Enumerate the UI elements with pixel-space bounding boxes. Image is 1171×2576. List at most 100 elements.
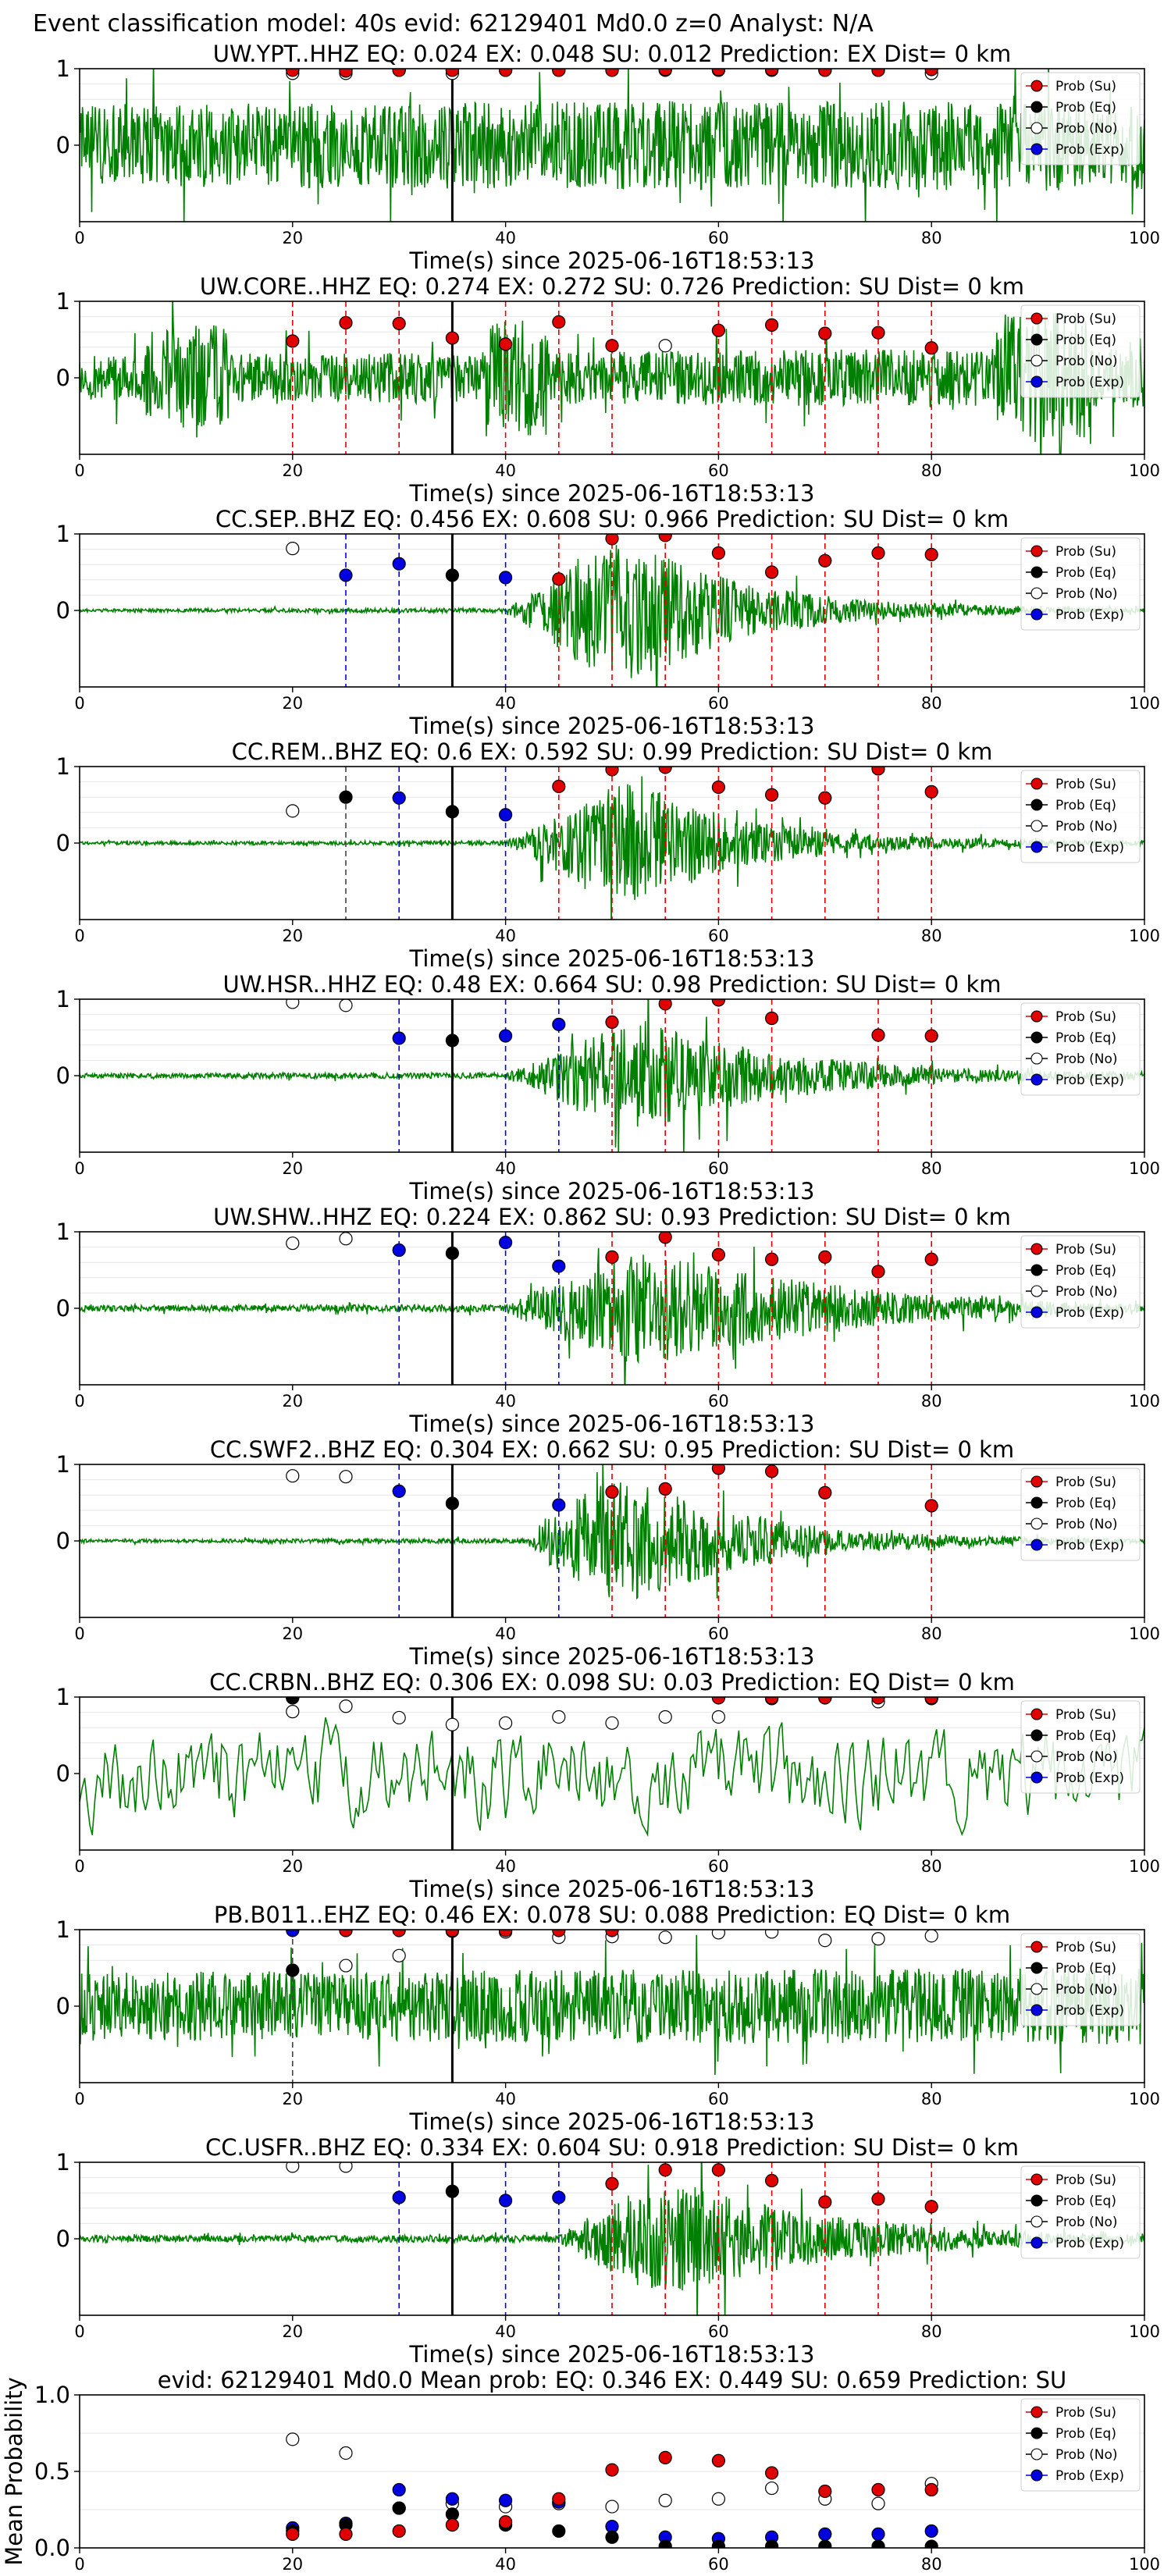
panel-9: PB.B011..EHZ EQ: 0.46 EX: 0.078 SU: 0.08…: [56, 1902, 1161, 2135]
prob-su-point: [818, 69, 832, 77]
legend-label: Prob (Su): [1055, 311, 1116, 327]
prob-su-point: [605, 339, 619, 353]
prob-su-point: [711, 69, 725, 76]
panel-7: CC.SWF2..BHZ EQ: 0.304 EX: 0.662 SU: 0.9…: [56, 1436, 1161, 1670]
legend-label: Prob (Exp): [1055, 2468, 1124, 2484]
prob-su-point: [924, 1252, 938, 1266]
x-tick-label: 20: [282, 694, 303, 713]
waveform-trace: [80, 301, 1144, 454]
prob-su-point: [924, 2482, 938, 2497]
legend-marker: [1030, 1771, 1043, 1784]
x-tick-label: 0: [74, 2322, 84, 2341]
x-axis-label: Time(s) since 2025-06-16T18:53:13: [409, 1876, 815, 1902]
legend-marker: [1030, 122, 1043, 134]
prob-su-point: [818, 2195, 832, 2209]
legend-box: [1020, 1235, 1141, 1329]
x-tick-label: 80: [921, 1159, 942, 1178]
legend: Prob (Su) Prob (Eq) Prob (No) Prob (Exp): [1020, 1002, 1141, 1096]
prob-exp-point: [339, 568, 353, 582]
y-tick-label: 0: [56, 1295, 70, 1322]
legend-label: Prob (Exp): [1055, 1305, 1124, 1321]
legend-label: Prob (Exp): [1055, 1073, 1124, 1088]
legend-marker: [1030, 2173, 1043, 2186]
prob-su-point: [658, 767, 672, 774]
legend-marker: [1030, 333, 1043, 346]
x-tick-label: 40: [495, 2322, 516, 2341]
legend-label: Prob (Eq): [1055, 798, 1116, 813]
legend-box: [1020, 537, 1141, 631]
prob-su-point: [658, 999, 672, 1011]
legend-marker: [1030, 2194, 1043, 2207]
x-tick-label: 40: [495, 2090, 516, 2108]
prob-no-point: [658, 2493, 672, 2507]
y-tick-label: 1: [56, 288, 70, 315]
prob-eq-point: [445, 1246, 460, 1261]
x-tick-label: 60: [708, 1392, 729, 1411]
panel-1: UW.YPT..HHZ EQ: 0.024 EX: 0.048 SU: 0.01…: [56, 41, 1161, 274]
prob-eq-point: [445, 805, 460, 819]
legend-box: [1020, 72, 1141, 165]
x-tick-label: 20: [282, 1159, 303, 1178]
x-tick-label: 20: [282, 229, 303, 247]
y-tick-label: 0: [56, 365, 70, 391]
prob-exp-point: [552, 1259, 566, 1273]
y-tick-label: 1: [56, 986, 70, 1012]
y-tick-label: 0: [56, 2226, 70, 2252]
prob-su-point: [711, 2453, 726, 2467]
legend-marker: [1030, 566, 1043, 578]
panel-11: evid: 62129401 Md0.0 Mean prob: EQ: 0.34…: [1, 2367, 1160, 2574]
prob-eq-point: [711, 2539, 725, 2548]
prob-su-point: [605, 534, 619, 546]
legend-marker: [1030, 1517, 1043, 1530]
legend: Prob (Su) Prob (Eq) Prob (No) Prob (Exp): [1020, 1235, 1141, 1329]
prob-su-point: [711, 323, 726, 337]
legend-marker: [1030, 1010, 1043, 1023]
legend-marker: [1030, 1941, 1043, 1953]
x-tick-label: 80: [921, 1857, 942, 1876]
prob-no-point: [339, 2162, 353, 2173]
prob-su-point: [818, 1485, 832, 1500]
y-tick-label: 0: [56, 1993, 70, 2019]
prob-su-point: [924, 1029, 938, 1043]
prob-no-point: [764, 2481, 779, 2496]
x-axis-label: Time(s) since 2025-06-16T18:53:13: [409, 2341, 815, 2368]
x-tick-label: 100: [1129, 1392, 1160, 1411]
prob-su-point: [924, 2200, 938, 2214]
prob-su-point: [764, 565, 779, 579]
x-tick-label: 100: [1129, 2322, 1160, 2341]
prob-su-point: [764, 318, 779, 332]
x-tick-label: 80: [921, 1624, 942, 1643]
legend-marker: [1030, 1306, 1043, 1318]
prob-su-point: [711, 780, 726, 795]
x-tick-label: 100: [1129, 1857, 1160, 1876]
waveform-trace: [80, 1717, 1144, 1838]
x-tick-label: 80: [921, 2555, 942, 2574]
y-tick-label: 1: [56, 1684, 70, 1710]
prob-su-point: [871, 1265, 885, 1279]
prob-su-point: [605, 2176, 619, 2191]
legend-marker: [1030, 1052, 1043, 1065]
prob-su-point: [658, 2163, 672, 2177]
legend-label: Prob (Eq): [1055, 1728, 1116, 1744]
legend-marker: [1030, 841, 1043, 853]
prob-su-point: [552, 315, 566, 329]
prob-no-point: [605, 2500, 619, 2514]
legend-marker: [1030, 1264, 1043, 1276]
panel-title: UW.YPT..HHZ EQ: 0.024 EX: 0.048 SU: 0.01…: [213, 41, 1012, 67]
x-tick-label: 80: [921, 461, 942, 480]
legend-marker: [1030, 820, 1043, 832]
legend: Prob (Su) Prob (Eq) Prob (No) Prob (Exp): [1020, 770, 1141, 863]
panel-8: CC.CRBN..BHZ EQ: 0.306 EX: 0.098 SU: 0.0…: [56, 1669, 1161, 1902]
prob-no-point: [392, 1710, 406, 1725]
prob-su-point: [392, 1930, 406, 1937]
x-tick-label: 0: [74, 461, 84, 480]
prob-no-point: [445, 1717, 460, 1731]
prob-eq-point: [445, 2184, 460, 2198]
x-tick-label: 60: [708, 1857, 729, 1876]
legend-marker: [1030, 2427, 1043, 2439]
x-tick-label: 0: [74, 2090, 84, 2108]
prob-no-point: [286, 2432, 300, 2446]
legend-label: Prob (Su): [1055, 2405, 1116, 2421]
legend-label: Prob (No): [1055, 1517, 1118, 1532]
